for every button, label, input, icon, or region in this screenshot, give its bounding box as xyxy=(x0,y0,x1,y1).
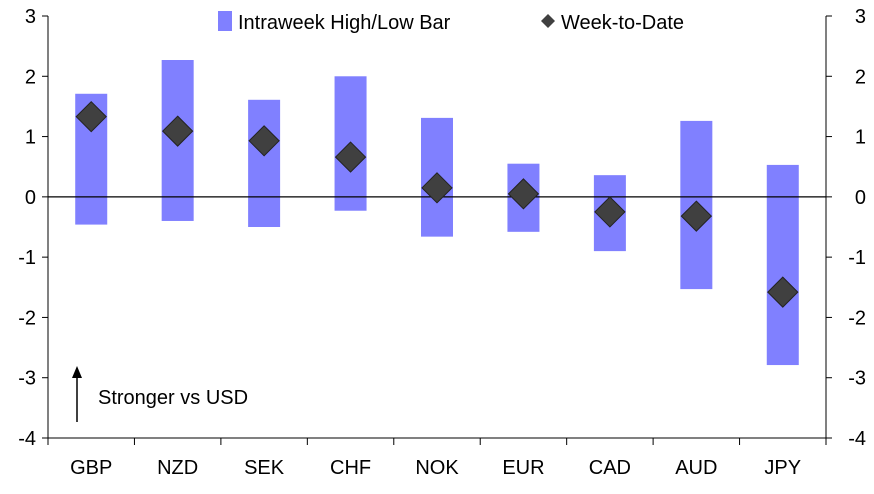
x-tick-label: NOK xyxy=(415,457,459,479)
bar-sek xyxy=(248,99,281,227)
x-tick-label: JPY xyxy=(764,457,801,479)
axes: GBP NZD SEK CHF NOK EUR CAD AUD JPY 3 3 2 2 1 1 0 0 -1 -1 -… xyxy=(18,6,866,479)
legend-point-label: Week-to-Date xyxy=(561,12,684,34)
point-gbp xyxy=(75,100,107,133)
point-aud xyxy=(680,200,713,232)
bar-jpy xyxy=(766,164,799,366)
legend: Intraweek High/Low Bar Week-to-Date xyxy=(218,11,684,34)
y-tick-label-left: -2 xyxy=(18,307,36,329)
x-tick-label: CAD xyxy=(589,457,631,479)
y-tick-label-right: -2 xyxy=(848,307,866,329)
y-tick-label-left: 3 xyxy=(25,6,36,28)
point-sek xyxy=(248,125,280,157)
x-tick-label: GBP xyxy=(70,457,112,479)
x-tick-label: AUD xyxy=(675,457,717,479)
y-tick-label-left: 2 xyxy=(25,66,36,88)
point-chf xyxy=(334,141,367,173)
x-tick-label: CHF xyxy=(330,457,371,479)
y-tick-label-left: -4 xyxy=(18,428,36,450)
y-tick-label-left: 0 xyxy=(25,187,36,209)
point-eur xyxy=(507,178,540,210)
annotation-text: Stronger vs USD xyxy=(98,387,248,409)
point-jpy xyxy=(767,276,799,308)
legend-bar-swatch xyxy=(218,11,232,31)
annotation: Stronger vs USD xyxy=(72,366,248,422)
y-tick-label-right: -3 xyxy=(848,368,866,390)
y-tick-label-right: 2 xyxy=(855,66,866,88)
y-tick-label-right: -4 xyxy=(848,428,866,450)
x-tick-label: NZD xyxy=(157,457,198,479)
point-nok xyxy=(421,172,453,204)
y-tick-label-right: 3 xyxy=(855,6,866,28)
y-tick-label-right: 1 xyxy=(855,127,866,149)
y-tick-label-left: 1 xyxy=(25,127,36,149)
legend-bar-label: Intraweek High/Low Bar xyxy=(238,12,451,34)
points-layer xyxy=(75,100,799,308)
y-tick-label-left: -3 xyxy=(18,368,36,390)
y-tick-label-right: -1 xyxy=(848,247,866,269)
point-cad xyxy=(594,196,626,228)
legend-diamond-icon xyxy=(541,14,555,28)
point-nzd xyxy=(161,115,194,147)
x-tick-label: SEK xyxy=(244,457,285,479)
x-tick-label: EUR xyxy=(502,457,544,479)
y-tick-label-left: -1 xyxy=(18,247,36,269)
arrow-head-icon xyxy=(72,366,82,378)
y-tick-label-right: 0 xyxy=(855,187,866,209)
